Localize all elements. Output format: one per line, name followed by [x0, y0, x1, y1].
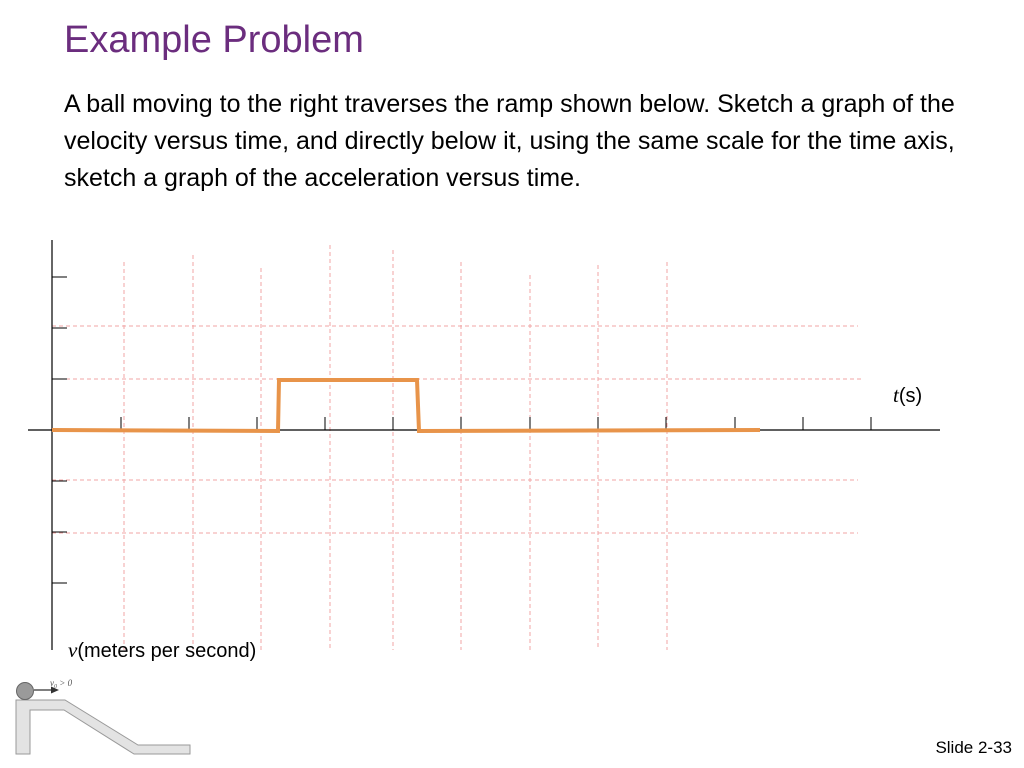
ramp-figure: v0 > 0: [15, 678, 191, 755]
velocity-curve: [51, 378, 761, 434]
velocity-arrow-icon: [51, 686, 59, 694]
ball: [16, 682, 34, 700]
velocity-axis-label: v(meters per second): [68, 638, 256, 662]
velocity-axis-variable: v: [68, 638, 78, 662]
ramp-surface: [15, 699, 191, 755]
initial-velocity-label: v0 > 0: [50, 678, 73, 690]
slide-number: Slide 2-33: [935, 738, 1012, 757]
time-axis-unit: (s): [899, 385, 922, 407]
problem-statement: A ball moving to the right traverses the…: [64, 90, 955, 192]
initial-velocity-variable: v: [50, 678, 54, 688]
velocity-axis-unit: (meters per second): [77, 640, 256, 662]
time-axis-label: t(s): [893, 383, 922, 407]
slide-title: Example Problem: [64, 19, 364, 61]
graph-grid: [52, 245, 862, 650]
time-axis-variable: t: [893, 383, 900, 407]
initial-velocity-subscript: 0: [54, 684, 57, 690]
initial-velocity-condition: > 0: [57, 678, 73, 688]
axis-ticks: [52, 276, 872, 584]
